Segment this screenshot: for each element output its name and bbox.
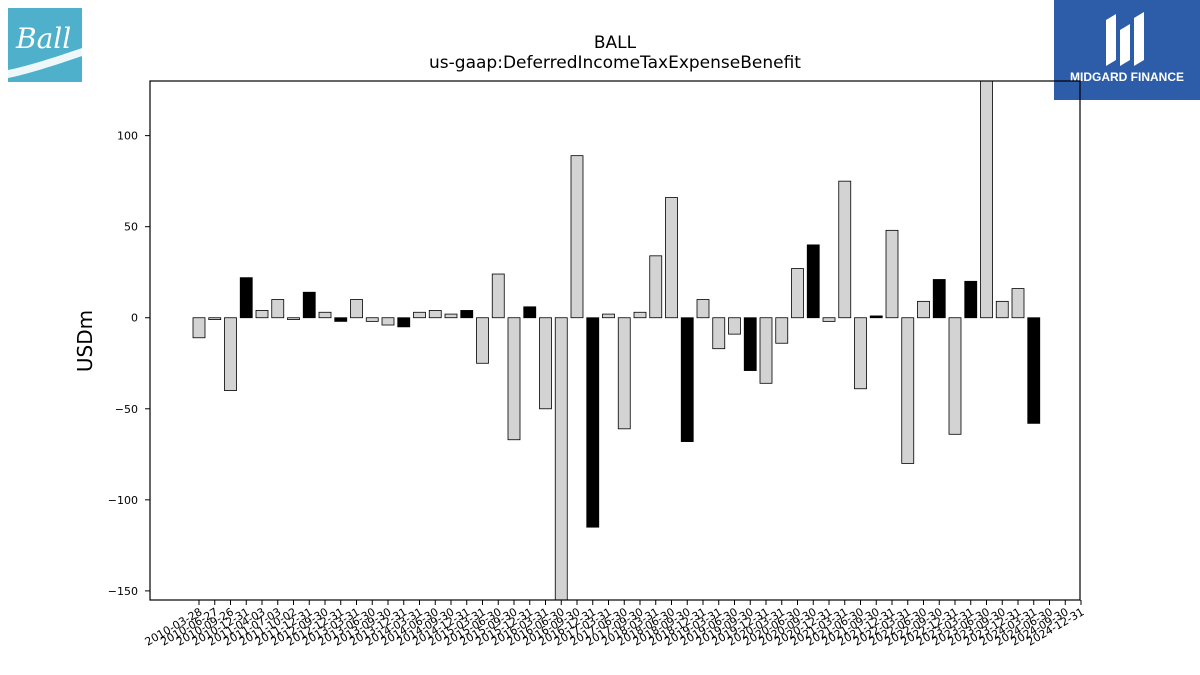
y-tick-label: 50 xyxy=(124,221,138,234)
midgard-logo-mark: MIDGARD FINANCE xyxy=(1070,12,1184,84)
bar xyxy=(460,310,474,319)
midgard-finance-logo: MIDGARD FINANCE xyxy=(1054,0,1200,100)
bar xyxy=(665,197,678,319)
bar xyxy=(444,313,458,319)
bar xyxy=(334,317,348,322)
y-axis-ticks: −150 −100 −50 0 50 100 xyxy=(108,130,150,598)
bar xyxy=(255,310,269,319)
bar xyxy=(1011,288,1025,319)
bar xyxy=(964,280,978,319)
bar xyxy=(397,317,411,328)
right-logo-text: MIDGARD FINANCE xyxy=(1070,70,1184,84)
bar xyxy=(791,268,804,319)
bar xyxy=(539,317,552,410)
bar xyxy=(854,317,867,390)
bar xyxy=(901,317,915,464)
y-tick-label: −50 xyxy=(115,403,138,416)
plot-frame xyxy=(149,80,1081,601)
bar xyxy=(381,317,395,326)
bar xyxy=(1027,317,1041,424)
bar xyxy=(696,299,710,319)
bar xyxy=(554,317,568,601)
bar xyxy=(822,317,836,322)
bar xyxy=(287,317,300,320)
y-tick-label: 100 xyxy=(117,130,138,143)
ball-logo-mark: Ball xyxy=(8,22,82,78)
bar xyxy=(239,277,253,319)
bar xyxy=(523,306,537,319)
bar xyxy=(948,317,962,435)
bar xyxy=(507,317,521,441)
chart-subtitle: us-gaap:DeferredIncomeTaxExpenseBenefit xyxy=(429,53,801,73)
bar xyxy=(602,313,615,319)
bar xyxy=(224,317,237,391)
bar xyxy=(885,229,899,319)
bar xyxy=(980,80,993,319)
bar xyxy=(649,255,663,319)
bar xyxy=(775,317,789,344)
bar xyxy=(728,317,741,335)
ball-logo: Ball xyxy=(8,8,82,82)
bar xyxy=(476,317,489,364)
bar xyxy=(869,315,883,319)
bar xyxy=(712,317,726,350)
bar xyxy=(838,180,852,319)
bar xyxy=(680,317,694,442)
bar xyxy=(271,299,285,319)
bars-group xyxy=(192,80,1041,601)
chart-title: BALL xyxy=(594,33,637,53)
y-tick-label: −100 xyxy=(108,494,138,507)
x-axis-ticks: 2010-03-282010-06-272010-09-262010-12-31… xyxy=(143,600,1087,649)
bar xyxy=(633,311,647,319)
bar xyxy=(318,311,332,319)
bar xyxy=(617,317,631,430)
left-logo-text: Ball xyxy=(15,22,71,55)
bar xyxy=(302,291,316,319)
bar xyxy=(586,317,600,528)
y-axis-label: USDm xyxy=(73,310,97,372)
bar xyxy=(806,244,820,319)
bar xyxy=(413,311,426,319)
bar xyxy=(350,299,363,319)
bar xyxy=(365,317,379,322)
y-tick-label: −150 xyxy=(108,585,138,598)
bar xyxy=(428,310,442,319)
bar xyxy=(570,155,584,319)
bar xyxy=(995,300,1009,319)
y-tick-label: 0 xyxy=(131,312,138,325)
bar xyxy=(208,317,222,320)
bar xyxy=(759,317,773,384)
bar xyxy=(491,273,505,319)
bar xyxy=(917,300,930,319)
bar xyxy=(932,279,946,319)
bar xyxy=(192,317,206,339)
bar xyxy=(743,317,757,371)
